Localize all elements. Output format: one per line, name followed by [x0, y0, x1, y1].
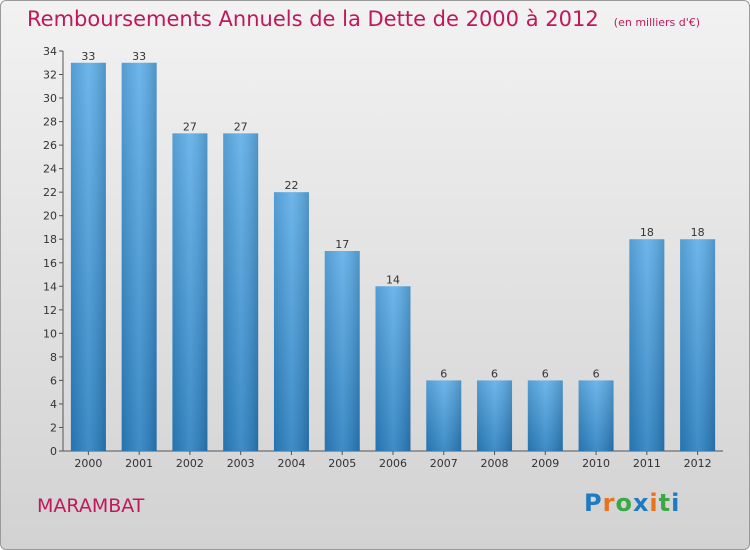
x-tick-label-2007: 2007: [430, 457, 458, 470]
x-tick-label-2003: 2003: [227, 457, 255, 470]
logo-letter: t: [658, 489, 672, 517]
data-label-2005: 17: [335, 238, 349, 251]
data-label-2007: 6: [440, 367, 447, 380]
y-tick-label: 12: [43, 304, 57, 317]
data-label-2000: 33: [81, 50, 95, 63]
y-tick-label: 24: [43, 163, 57, 176]
data-label-2010: 6: [593, 367, 600, 380]
bars: 33 33 27 27 22 17 14 6 6 6 6 18 18: [70, 50, 716, 452]
x-tick-label-2006: 2006: [379, 457, 407, 470]
bar-shade-2004: [273, 192, 309, 452]
x-tick-label-2011: 2011: [633, 457, 661, 470]
x-tick-label-2012: 2012: [684, 457, 712, 470]
x-tick-label-2009: 2009: [531, 457, 559, 470]
bar-shade-2002: [172, 133, 208, 451]
chart-unit-note: (en milliers d'€): [613, 16, 701, 29]
y-tick-label: 4: [50, 398, 57, 411]
bar-shade-2008: [477, 380, 513, 451]
x-axis: 2000 2001 2002 2003 2004 2005 2006 2007 2008 2009…: [63, 450, 723, 470]
y-tick-label: 0: [50, 445, 57, 458]
logo-letter: x: [632, 489, 650, 517]
x-tick-label-2010: 2010: [582, 457, 610, 470]
chart-title: Remboursements Annuels de la Dette de 20…: [27, 7, 599, 31]
data-label-2003: 27: [234, 120, 248, 133]
bar-shade-2005: [324, 251, 360, 451]
y-tick-label: 10: [43, 327, 57, 340]
data-label-2009: 6: [542, 367, 549, 380]
y-tick-label: 18: [43, 233, 57, 246]
data-label-2011: 18: [640, 226, 654, 239]
y-tick-label: 2: [50, 421, 57, 434]
y-tick-label: 16: [43, 257, 57, 270]
data-label-2008: 6: [491, 367, 498, 380]
town-name: MARAMBAT: [37, 495, 145, 517]
y-tick-label: 34: [43, 45, 57, 58]
x-tick-label-2000: 2000: [74, 457, 102, 470]
x-tick-label-2008: 2008: [481, 457, 509, 470]
chart-title-row: Remboursements Annuels de la Dette de 20…: [27, 7, 700, 31]
bar-shade-2000: [70, 62, 106, 451]
logo-letter: r: [602, 489, 616, 517]
bar-shade-2012: [680, 239, 716, 451]
logo-letter: i: [671, 489, 681, 517]
bar-shade-2009: [527, 380, 563, 451]
bar-shade-2011: [629, 239, 665, 451]
logo-letter: o: [615, 489, 633, 517]
y-tick-label: 28: [43, 116, 57, 129]
proxiti-logo[interactable]: Proxiti: [584, 489, 680, 517]
bar-shade-2001: [121, 62, 157, 451]
x-tick-label-2004: 2004: [277, 457, 305, 470]
bar-shade-2007: [426, 380, 462, 451]
y-tick-label: 8: [50, 351, 57, 364]
data-label-2004: 22: [284, 179, 298, 192]
x-tick-label-2005: 2005: [328, 457, 356, 470]
logo-letter: P: [584, 489, 603, 517]
y-tick-label: 20: [43, 210, 57, 223]
bar-shade-2003: [223, 133, 259, 451]
y-tick-label: 30: [43, 92, 57, 105]
bar-shade-2010: [578, 380, 614, 451]
x-tick-label-2001: 2001: [125, 457, 153, 470]
data-label-2001: 33: [132, 50, 146, 63]
data-label-2012: 18: [691, 226, 705, 239]
y-tick-label: 6: [50, 374, 57, 387]
y-tick-label: 26: [43, 139, 57, 152]
bar-shade-2006: [375, 286, 411, 451]
x-tick-label-2002: 2002: [176, 457, 204, 470]
data-label-2006: 14: [386, 273, 400, 286]
y-tick-label: 22: [43, 186, 57, 199]
data-label-2002: 27: [183, 120, 197, 133]
logo-letter: i: [649, 489, 659, 517]
y-tick-label: 32: [43, 69, 57, 82]
y-tick-label: 14: [43, 280, 57, 293]
